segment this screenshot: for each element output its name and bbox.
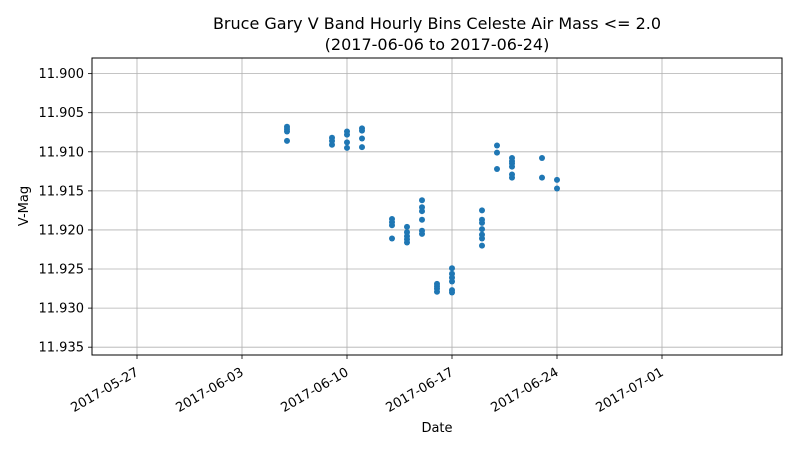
data-point xyxy=(284,137,290,144)
data-point xyxy=(479,235,485,242)
data-point xyxy=(389,235,395,242)
data-point xyxy=(449,289,455,296)
data-points xyxy=(284,123,560,296)
data-point xyxy=(284,128,290,135)
data-point xyxy=(509,163,515,170)
data-point xyxy=(539,155,545,162)
data-point xyxy=(539,174,545,181)
y-tick-label: 11.935 xyxy=(39,341,85,356)
data-point xyxy=(419,230,425,237)
data-point xyxy=(479,219,485,226)
data-point xyxy=(359,135,365,142)
x-tick-label: 2017-06-17 xyxy=(383,365,456,416)
y-axis-label: V-Mag xyxy=(17,186,32,226)
x-tick-label: 2017-06-10 xyxy=(278,365,351,416)
ticks: 2017-05-27 2017-06-03 2017-06-10 2017-06-17… xyxy=(39,67,667,416)
data-point xyxy=(344,144,350,151)
data-point xyxy=(389,222,395,229)
data-point xyxy=(434,288,440,295)
data-point xyxy=(494,165,500,172)
y-tick-label: 11.905 xyxy=(39,106,85,121)
data-point xyxy=(404,223,410,230)
data-point xyxy=(344,131,350,138)
x-tick-label: 2017-06-24 xyxy=(488,365,561,416)
data-point xyxy=(404,239,410,246)
data-point xyxy=(479,226,485,233)
x-tick-label: 2017-06-03 xyxy=(173,365,246,416)
y-tick-label: 11.900 xyxy=(39,67,85,82)
data-point xyxy=(329,141,335,148)
data-point xyxy=(419,208,425,215)
data-point xyxy=(419,216,425,223)
y-tick-label: 11.920 xyxy=(39,223,85,238)
data-point xyxy=(509,174,515,181)
data-point xyxy=(554,185,560,192)
data-point xyxy=(449,278,455,285)
data-point xyxy=(419,197,425,204)
data-point xyxy=(554,176,560,183)
data-point xyxy=(494,149,500,156)
x-axis-label: Date xyxy=(421,421,452,436)
data-point xyxy=(494,142,500,149)
data-point xyxy=(344,139,350,146)
plot-frame xyxy=(91,57,783,356)
data-point xyxy=(359,127,365,134)
y-tick-label: 11.915 xyxy=(39,184,85,199)
y-tick-label: 11.910 xyxy=(39,145,85,160)
grid xyxy=(92,58,782,355)
data-point xyxy=(449,265,455,272)
x-tick-label: 2017-07-01 xyxy=(593,365,666,416)
y-tick-label: 11.925 xyxy=(39,263,85,278)
chart-title: Bruce Gary V Band Hourly Bins Celeste Ai… xyxy=(213,14,661,33)
data-point xyxy=(479,207,485,214)
chart-subtitle: (2017-06-06 to 2017-06-24) xyxy=(325,35,550,54)
y-tick-label: 11.930 xyxy=(39,302,85,317)
data-point xyxy=(359,144,365,151)
data-point xyxy=(479,242,485,249)
x-tick-label: 2017-05-27 xyxy=(68,365,141,416)
